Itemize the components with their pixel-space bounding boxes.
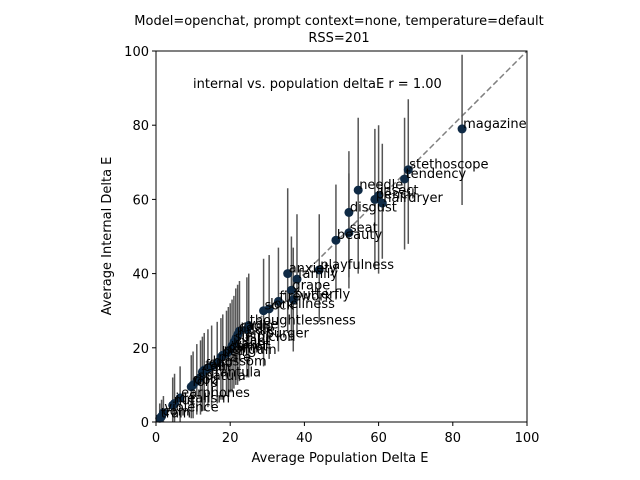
y-tick-label: 20 <box>132 342 149 357</box>
point-label: radio <box>240 319 273 334</box>
identity-reference-line <box>155 50 528 423</box>
point-label: bell <box>222 345 245 360</box>
y-axis-label: Average Internal Delta E <box>100 157 115 316</box>
data-point <box>403 165 413 175</box>
point-label: fiddle <box>239 323 275 338</box>
point-label: stethoscope <box>409 158 488 173</box>
x-tick-label: 20 <box>222 431 239 446</box>
point-label: loneliness <box>270 297 335 312</box>
point-label: fan <box>205 358 226 373</box>
point-label: butterfly <box>294 288 350 303</box>
data-point <box>242 324 252 334</box>
point-label: hairdryer <box>383 191 443 206</box>
point-label: tendency <box>406 167 467 182</box>
data-point <box>273 296 283 306</box>
point-label: violence <box>164 401 218 416</box>
data-point <box>288 295 298 305</box>
point-label: cup <box>209 356 233 371</box>
data-point <box>286 285 296 295</box>
point-label: magazine <box>463 117 527 132</box>
point-label: blossom <box>213 354 267 369</box>
chart-title: Model=openchat, prompt context=none, tem… <box>134 14 543 29</box>
x-tick-label: 60 <box>370 431 387 446</box>
point-label: family <box>298 267 338 282</box>
y-tick-label: 0 <box>141 416 149 431</box>
point-label: tarantula <box>202 365 262 380</box>
y-tick-label: 100 <box>124 45 149 60</box>
plot-area: magazinestethoscopetendencyneedleinsectp… <box>155 50 528 423</box>
data-point <box>370 194 380 204</box>
x-tick-label: 40 <box>296 431 313 446</box>
data-point <box>314 265 324 275</box>
data-point <box>259 306 269 316</box>
point-label: coin <box>203 360 230 375</box>
point-label: pencil <box>376 187 415 202</box>
point-label: penguin <box>224 343 277 358</box>
data-point <box>353 185 363 195</box>
plot-frame <box>155 50 528 423</box>
point-label: infant <box>233 334 271 349</box>
y-tick-label: 40 <box>132 268 149 283</box>
axis-ticks: 0 20 40 60 80 100 0 20 40 60 80 100 <box>124 45 539 446</box>
data-point <box>186 382 196 392</box>
point-label: idealism <box>176 391 231 406</box>
data-point <box>331 235 341 245</box>
point-label: hamburger <box>237 327 310 342</box>
point-label: train <box>161 406 191 421</box>
x-tick-label: 0 <box>152 431 160 446</box>
point-label: nut <box>174 393 196 408</box>
data-point <box>377 198 387 208</box>
point-label: insect <box>380 184 419 199</box>
x-tick-label: 80 <box>445 431 462 446</box>
point-label: needle <box>359 178 403 193</box>
point-label: firework <box>279 289 332 304</box>
point-label: disgust <box>350 200 397 215</box>
x-axis-label: Average Population Delta E <box>252 451 429 466</box>
chart-subtitle: RSS=201 <box>308 31 369 46</box>
point-label: coffin <box>227 341 263 356</box>
data-point <box>283 269 293 279</box>
data-point <box>168 400 178 410</box>
point-label: grape <box>292 278 330 293</box>
point-label: seat <box>350 221 378 236</box>
point-label: vase <box>248 317 278 332</box>
point-label: wallet <box>231 338 270 353</box>
data-point <box>292 274 302 284</box>
data-point <box>175 393 185 403</box>
point-label: earphones <box>181 386 250 401</box>
point-label: anxiety <box>289 262 338 277</box>
point-label: playfulness <box>320 258 394 273</box>
point-label: spatula <box>198 369 246 384</box>
y-tick-label: 80 <box>132 119 149 134</box>
point-label: carrot <box>229 340 267 355</box>
point-label: thoughtlessness <box>250 314 356 329</box>
point-label: fork <box>192 375 218 390</box>
data-point <box>344 207 354 217</box>
point-label: dog <box>194 373 218 388</box>
point-label: suspicion <box>235 330 296 345</box>
point-label: plate <box>218 351 251 366</box>
data-point <box>344 228 354 238</box>
point-label: sock <box>265 299 295 314</box>
data-point <box>155 413 165 423</box>
correlation-annotation: internal vs. population deltaE r = 1.00 <box>193 77 442 92</box>
y-tick-label: 60 <box>132 193 149 208</box>
data-point <box>400 174 410 184</box>
data-point <box>457 124 467 134</box>
point-label: coin <box>163 404 190 419</box>
x-tick-label: 100 <box>515 431 540 446</box>
point-label: beauty <box>337 228 383 243</box>
